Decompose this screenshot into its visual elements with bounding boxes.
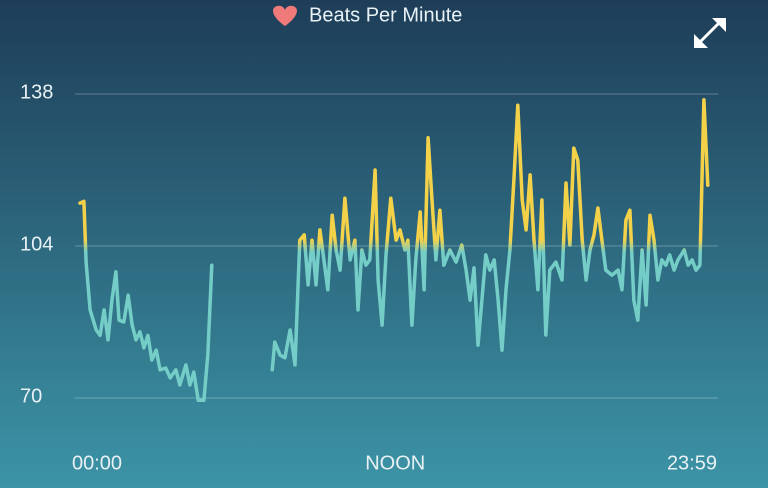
chart-title: Beats Per Minute: [309, 4, 462, 26]
x-tick-label: 00:00: [72, 452, 122, 474]
heart-icon: [273, 5, 297, 27]
expand-icon[interactable]: [694, 18, 726, 48]
x-tick-label: 23:59: [667, 452, 717, 474]
heart-rate-line: [78, 98, 710, 402]
y-tick-label: 70: [20, 385, 42, 407]
x-tick-label: NOON: [365, 452, 425, 474]
y-tick-label: 104: [20, 233, 53, 255]
y-tick-label: 138: [20, 81, 53, 103]
